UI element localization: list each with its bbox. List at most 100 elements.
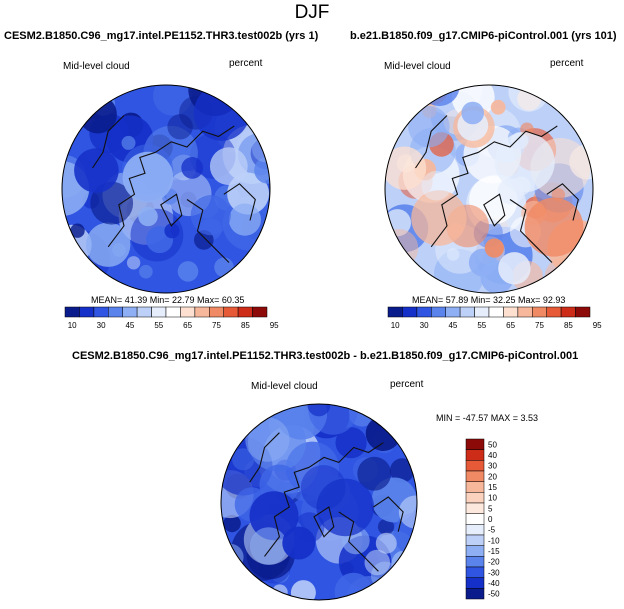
left-colorbar-box bbox=[122, 306, 138, 318]
left-colorbar-tick-label: 45 bbox=[125, 321, 134, 330]
diff-colorbar-box bbox=[465, 513, 485, 525]
right-coastline bbox=[415, 115, 448, 169]
right-colorbar-box bbox=[416, 306, 432, 318]
left-cloud-cell bbox=[167, 114, 193, 140]
diff-cloud-cell bbox=[232, 448, 255, 471]
diff-colorbar-tick-label: 10 bbox=[488, 494, 497, 503]
diff-colorbar-box bbox=[465, 481, 485, 493]
right-colorbar-box bbox=[488, 306, 504, 318]
left-cloud-cell bbox=[209, 147, 248, 186]
right-stats: MEAN= 57.89 Min= 32.25 Max= 92.93 bbox=[412, 295, 566, 305]
left-panel-title: CESM2.B1850.C96_mg17.intel.PE1152.THR3.t… bbox=[4, 30, 319, 42]
diff-coastline bbox=[313, 506, 335, 538]
diff-colorbar-tick-label: -15 bbox=[488, 547, 500, 556]
right-colorbar-box bbox=[546, 306, 562, 318]
left-map-border bbox=[61, 84, 271, 294]
right-cloud-cell bbox=[498, 252, 531, 285]
diff-cloud-cell bbox=[335, 427, 367, 459]
left-cloud-cell bbox=[228, 203, 261, 236]
diff-colorbar-box bbox=[465, 556, 485, 568]
diff-cloud-cell bbox=[334, 572, 373, 600]
left-cloud-cell bbox=[74, 148, 119, 193]
left-cloud-cell bbox=[62, 116, 78, 133]
left-coastline bbox=[186, 199, 230, 263]
right-colorbar-tick-label: 65 bbox=[506, 321, 515, 330]
diff-cloud-cell bbox=[245, 417, 290, 462]
right-colorbar-box bbox=[532, 306, 547, 318]
right-colorbar-box bbox=[560, 306, 576, 318]
left-coastline bbox=[223, 183, 256, 221]
diff-cloud-cell bbox=[249, 527, 288, 565]
diff-colorbar-tick-label: 20 bbox=[488, 472, 497, 481]
left-stats: MEAN= 41.39 Min= 22.79 Max= 60.35 bbox=[91, 295, 245, 305]
diff-colorbar-box bbox=[465, 524, 485, 536]
diff-cloud-cell bbox=[275, 404, 328, 440]
diff-coastline bbox=[264, 466, 310, 557]
right-colorbar-box bbox=[431, 306, 446, 318]
right-colorbar-tick-label: 30 bbox=[420, 321, 429, 330]
right-cloud-cell bbox=[551, 188, 565, 202]
diff-cloud-cell bbox=[307, 404, 331, 417]
right-cloud-cell bbox=[544, 255, 589, 293]
left-colorbar-box bbox=[223, 306, 239, 318]
diff-cloud-cell bbox=[290, 580, 316, 600]
right-colorbar-tick-label: 55 bbox=[477, 321, 486, 330]
right-cloud-cell bbox=[490, 99, 506, 115]
right-colorbar-box bbox=[387, 306, 403, 318]
left-units-label: percent bbox=[229, 58, 263, 69]
right-polar-map bbox=[384, 84, 594, 294]
right-cloud-cell bbox=[508, 85, 549, 112]
left-colorbar-box bbox=[93, 306, 109, 318]
diff-cloud-cell bbox=[316, 478, 375, 537]
right-colorbar-box bbox=[445, 306, 461, 318]
right-cloud-cell bbox=[546, 85, 590, 106]
diff-colorbar-box bbox=[465, 502, 485, 514]
diff-colorbar-tick-label: -50 bbox=[488, 590, 500, 599]
left-cloud-cell bbox=[164, 223, 180, 239]
diff-cloud-cell bbox=[262, 404, 277, 415]
right-colorbar-box bbox=[402, 306, 418, 318]
left-cloud-cell bbox=[181, 157, 204, 179]
left-colorbar-box bbox=[151, 306, 167, 318]
left-cloud-cell bbox=[139, 264, 153, 279]
left-cloud-cell bbox=[90, 181, 134, 225]
left-cloud-cell bbox=[86, 222, 131, 267]
left-polar-map bbox=[61, 84, 271, 294]
diff-cloud-cell bbox=[249, 491, 299, 541]
left-colorbar-box bbox=[64, 306, 80, 318]
left-colorbar-tick-label: 65 bbox=[183, 321, 192, 330]
diff-colorbar-tick-label: 15 bbox=[488, 483, 497, 492]
diff-cloud-cell bbox=[223, 514, 241, 533]
left-cloud-cell bbox=[227, 172, 270, 215]
left-cloud-cell bbox=[254, 156, 270, 184]
diff-colorbar-box bbox=[465, 438, 485, 450]
right-cloud-cell bbox=[408, 105, 450, 148]
diff-colorbar-box bbox=[465, 460, 485, 472]
right-cloud-cell bbox=[385, 229, 419, 268]
right-cloud-cell bbox=[385, 85, 405, 113]
diff-cloud-cell bbox=[365, 415, 401, 451]
diff-colorbar-tick-label: -40 bbox=[488, 579, 500, 588]
right-colorbar-tick-label: 85 bbox=[564, 321, 573, 330]
right-panel-title: b.e21.B1850.f09_g17.CMIP6-piControl.001 … bbox=[350, 30, 617, 42]
diff-colorbar-box bbox=[465, 588, 485, 600]
left-colorbar-box bbox=[108, 306, 123, 318]
diff-units-label: percent bbox=[390, 379, 424, 390]
diff-cloud-cell bbox=[221, 543, 244, 571]
left-cloud-cell bbox=[126, 256, 141, 270]
diff-cloud-cell bbox=[308, 404, 358, 435]
diff-colorbar-box bbox=[465, 470, 485, 482]
left-cloud-cell bbox=[177, 261, 199, 282]
diff-coastline bbox=[249, 432, 280, 483]
right-colorbar-box bbox=[575, 306, 591, 318]
right-colorbar-box bbox=[459, 306, 475, 318]
diff-colorbar-tick-label: -30 bbox=[488, 568, 500, 577]
left-cloud-cell bbox=[250, 285, 265, 293]
right-cloud-cell bbox=[524, 197, 584, 257]
figure-title: DJF bbox=[294, 2, 330, 23]
left-colorbar-box bbox=[209, 306, 224, 318]
diff-coastline bbox=[308, 442, 384, 468]
left-colorbar-tick-label: 95 bbox=[270, 321, 279, 330]
left-colorbar-box bbox=[194, 306, 210, 318]
diff-cloud-cell bbox=[357, 456, 392, 491]
